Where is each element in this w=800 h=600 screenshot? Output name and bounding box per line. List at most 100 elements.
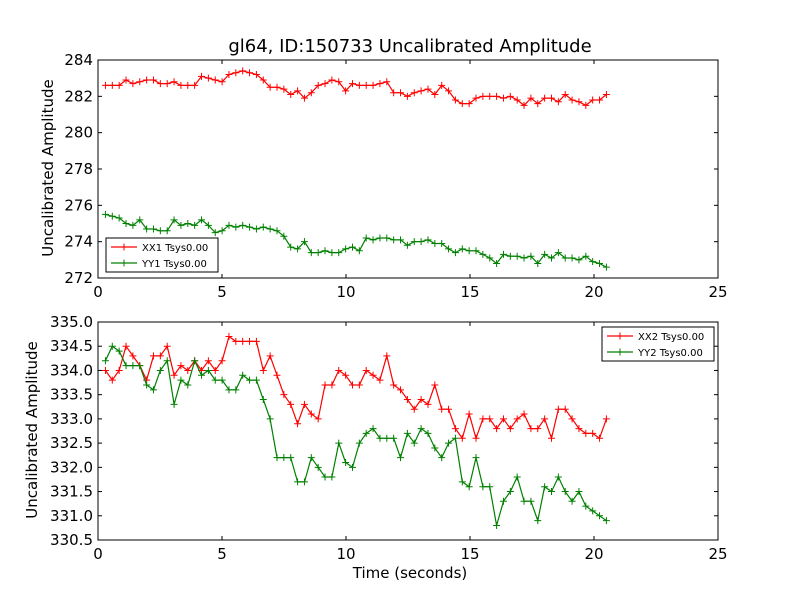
top-series-1-point bbox=[149, 76, 157, 84]
top-series-2-point bbox=[252, 225, 260, 233]
bottom-series-2-point bbox=[465, 483, 473, 491]
bottom-series-2-point bbox=[362, 429, 370, 437]
bottom-y-tick-label: 332.0 bbox=[50, 458, 93, 476]
bottom-series-2-point bbox=[204, 366, 212, 374]
bottom-y-tick-label: 334.0 bbox=[50, 361, 93, 379]
bottom-series-2-point bbox=[108, 342, 116, 350]
x-axis-label: Time (seconds) bbox=[352, 564, 468, 582]
top-x-tick-label: 15 bbox=[460, 283, 479, 301]
top-series-2-point bbox=[513, 252, 521, 260]
top-series-1-point bbox=[397, 89, 405, 97]
bottom-legend-marker bbox=[616, 348, 624, 356]
bottom-series-1-point bbox=[403, 396, 411, 404]
top-x-tick-label: 25 bbox=[708, 283, 727, 301]
top-series-2-point bbox=[156, 227, 164, 235]
bottom-series-2-point bbox=[198, 371, 206, 379]
top-series-1-point bbox=[136, 78, 144, 86]
top-series-1-point bbox=[314, 81, 322, 89]
bottom-series-1-point bbox=[376, 376, 384, 384]
top-series-1-point bbox=[355, 81, 363, 89]
bottom-x-tick-label: 0 bbox=[93, 545, 103, 563]
bottom-y-axis-label: Uncalibrated Amplitude bbox=[23, 341, 41, 518]
top-y-tick-label: 276 bbox=[64, 196, 93, 214]
bottom-series-1-point bbox=[122, 342, 130, 350]
bottom-x-tick-label: 15 bbox=[460, 545, 479, 563]
top-y-tick-label: 274 bbox=[64, 233, 93, 251]
bottom-y-tick-label: 330.5 bbox=[50, 531, 93, 549]
top-series-2-point bbox=[534, 259, 542, 267]
bottom-series-1-point bbox=[458, 434, 466, 442]
bottom-series-2-point bbox=[252, 376, 260, 384]
bottom-series-1-point bbox=[513, 415, 521, 423]
top-series-2-point bbox=[479, 250, 487, 258]
top-series-1-point bbox=[273, 83, 281, 91]
top-legend-box bbox=[105, 237, 219, 273]
top-series-1-point bbox=[170, 78, 178, 86]
top-series-2-point bbox=[211, 229, 219, 237]
top-series-1-point bbox=[589, 96, 597, 104]
top-series-1-point bbox=[506, 92, 514, 100]
top-series-1-point bbox=[403, 92, 411, 100]
top-chart-panel: gl64, ID:150733 Uncalibrated Amplitude 0… bbox=[39, 36, 728, 301]
top-series-1-point bbox=[184, 81, 192, 89]
top-series-2-point bbox=[390, 236, 398, 244]
top-series-2-point bbox=[307, 249, 315, 257]
bottom-series-1-point bbox=[355, 381, 363, 389]
bottom-series-1-point bbox=[163, 342, 171, 350]
bottom-y-tick-label: 335.0 bbox=[50, 313, 93, 331]
top-series-2-point bbox=[232, 223, 240, 231]
bottom-series-1-point bbox=[184, 366, 192, 374]
top-series-1-point bbox=[541, 94, 549, 102]
top-series-2-point bbox=[280, 232, 288, 240]
bottom-series-2-point bbox=[287, 454, 295, 462]
bottom-series-2-point bbox=[122, 362, 130, 370]
bottom-series-1-point bbox=[294, 420, 302, 428]
top-series-1-point bbox=[328, 76, 336, 84]
top-series-2-point bbox=[486, 254, 494, 262]
top-series-1-point bbox=[259, 76, 267, 84]
bottom-series-1-point bbox=[369, 371, 377, 379]
top-legend-marker bbox=[120, 259, 128, 267]
bottom-series-2-point bbox=[458, 478, 466, 486]
bottom-series-2-point bbox=[403, 429, 411, 437]
bottom-series-2-point bbox=[486, 483, 494, 491]
bottom-series-2-point bbox=[424, 429, 432, 437]
bottom-series-2-point bbox=[513, 473, 521, 481]
bottom-series-1-point bbox=[438, 405, 446, 413]
top-series-1-point bbox=[602, 91, 610, 99]
bottom-series-1-point bbox=[129, 352, 137, 360]
top-series-1-point bbox=[101, 81, 109, 89]
top-y-tick-label: 278 bbox=[64, 160, 93, 178]
top-series-1 bbox=[101, 67, 610, 109]
top-y-axis-label: Uncalibrated Amplitude bbox=[39, 79, 57, 256]
top-series-2-point bbox=[129, 221, 137, 229]
top-series-2-point bbox=[259, 223, 267, 231]
bottom-series-2-point bbox=[506, 488, 514, 496]
top-series-1-point bbox=[211, 76, 219, 84]
bottom-series-2-point bbox=[479, 483, 487, 491]
bottom-series-2-point bbox=[520, 497, 528, 505]
bottom-series-1-point bbox=[156, 352, 164, 360]
bottom-series-1-point bbox=[101, 366, 109, 374]
bottom-series-2-point bbox=[259, 396, 267, 404]
bottom-series-2-point bbox=[273, 454, 281, 462]
top-series-1-point bbox=[424, 85, 432, 93]
top-series-2-point bbox=[383, 234, 391, 242]
top-series-1-point bbox=[479, 92, 487, 100]
top-series-2-point bbox=[493, 259, 501, 267]
bottom-series-1-point bbox=[554, 405, 562, 413]
bottom-series-1-point bbox=[252, 337, 260, 345]
top-series-2-point bbox=[424, 236, 432, 244]
bottom-legend-label: XX2 Tsys0.00 bbox=[638, 332, 704, 343]
top-series-2-point bbox=[582, 252, 590, 260]
bottom-series-2-point bbox=[397, 454, 405, 462]
bottom-series-1-point bbox=[307, 410, 315, 418]
bottom-series-1-point bbox=[218, 357, 226, 365]
top-series-2-point bbox=[458, 245, 466, 253]
top-series-1-point bbox=[177, 81, 185, 89]
top-x-tick-label: 5 bbox=[217, 283, 227, 301]
bottom-series-2-point bbox=[335, 439, 343, 447]
bottom-series-2-point bbox=[280, 454, 288, 462]
bottom-series-1-point bbox=[273, 371, 281, 379]
bottom-series-1-point bbox=[287, 400, 295, 408]
